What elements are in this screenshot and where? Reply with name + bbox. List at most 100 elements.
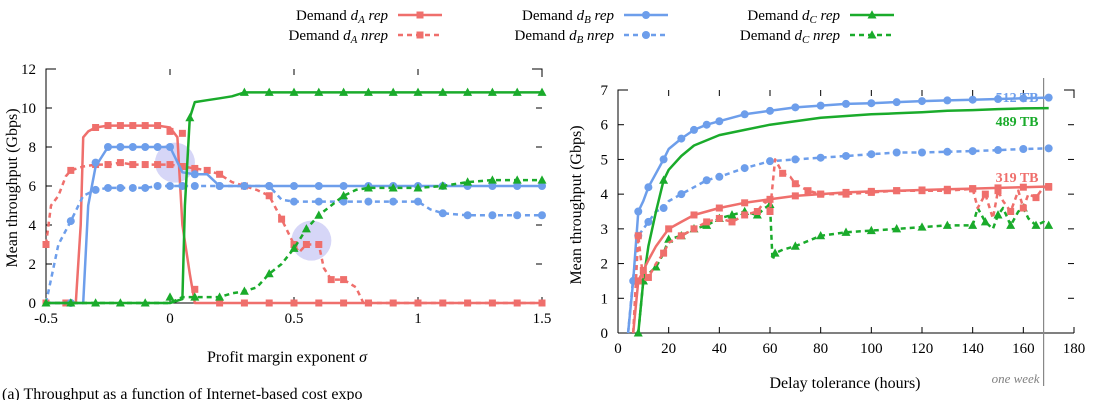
data-point	[388, 87, 398, 96]
data-point	[116, 183, 125, 192]
data-point	[178, 163, 186, 170]
data-point	[166, 127, 174, 135]
series-line-B-rep	[46, 145, 542, 305]
data-point	[153, 143, 162, 151]
data-point	[702, 176, 711, 185]
data-point	[314, 182, 323, 190]
y-axis-label-a: Mean throughput (Gbps)	[4, 108, 21, 267]
y-tick-label: 2	[29, 257, 37, 273]
data-point	[290, 182, 298, 190]
data-point	[842, 190, 850, 198]
data-point	[339, 182, 348, 190]
data-point	[690, 211, 698, 219]
legend-label-var: d	[794, 28, 802, 44]
series-group-b	[626, 93, 1054, 337]
data-point	[314, 87, 324, 96]
data-point	[289, 87, 299, 96]
legend-label-1: Demand dB rep	[522, 8, 615, 26]
data-point	[1045, 183, 1053, 191]
data-point	[190, 182, 199, 190]
legend-label-kind: nrep	[583, 28, 614, 44]
data-point	[488, 211, 497, 220]
x-tick-label: 60	[763, 341, 778, 357]
data-point	[240, 182, 249, 190]
data-point	[265, 299, 273, 307]
data-point	[703, 218, 711, 226]
series-line-A-rep	[631, 185, 1049, 334]
frame-corner-tr	[1064, 89, 1075, 98]
data-point	[918, 97, 926, 106]
data-point	[264, 268, 274, 278]
x-tick-label: 0	[166, 311, 174, 327]
data-point	[92, 124, 100, 131]
data-point	[677, 134, 686, 143]
x-tick-label: 1	[414, 311, 422, 327]
data-point	[1044, 144, 1053, 153]
data-point	[314, 197, 323, 206]
x-tick-label: 20	[661, 341, 676, 357]
legend-label-0: Demand dA rep	[296, 8, 389, 26]
data-point	[165, 292, 175, 301]
data-point	[141, 183, 150, 192]
x-axis-label-a-text: Profit margin exponent	[207, 349, 359, 366]
x-tick-label: 160	[1012, 341, 1035, 357]
data-point	[178, 129, 186, 137]
data-point	[488, 299, 496, 307]
data-point	[659, 175, 669, 184]
legend-label-kind: rep	[365, 8, 389, 24]
data-point	[487, 87, 497, 96]
data-point	[715, 117, 724, 126]
legend-label-sub: C	[809, 14, 817, 26]
series-B-rep	[46, 143, 546, 307]
data-point	[463, 87, 473, 96]
data-point	[968, 220, 978, 229]
data-point	[715, 214, 723, 222]
highlight-circle-1	[291, 220, 332, 261]
data-point	[315, 299, 323, 307]
data-point	[634, 277, 642, 285]
annotation-1: 489 TB	[996, 115, 1039, 130]
data-point	[1019, 145, 1028, 154]
y-tick-label: 10	[21, 101, 36, 117]
series-C-nrep	[46, 175, 547, 305]
series-line-B-nrep	[626, 147, 1049, 334]
data-point	[659, 155, 668, 164]
data-point	[842, 99, 850, 108]
data-point	[1032, 194, 1040, 202]
data-point	[153, 182, 162, 190]
data-point	[1006, 220, 1016, 229]
series-B-rep	[626, 93, 1053, 334]
legend: Demand dA rep Demand dB rep Demand dC repD…	[288, 8, 894, 46]
data-point	[438, 181, 448, 190]
y-tick-label: 4	[29, 218, 37, 234]
data-point	[116, 122, 124, 130]
data-point	[364, 197, 373, 206]
y-tick-label: 5	[601, 152, 609, 168]
data-point	[741, 211, 749, 219]
data-point	[660, 249, 668, 257]
axes-frame-b: 0 20 40 60 80 100 120 140 160 180 0 1 2 3 4 5 6 7 one week	[601, 78, 1085, 386]
data-point	[166, 161, 174, 169]
data-point	[993, 210, 1003, 219]
data-point	[918, 187, 926, 195]
data-point	[981, 190, 989, 198]
data-point	[129, 161, 137, 169]
frame-corner-tl	[617, 89, 628, 98]
data-point	[128, 183, 137, 192]
data-point	[154, 161, 162, 169]
data-point	[67, 166, 75, 174]
series-A-nrep	[631, 158, 1053, 334]
data-point	[91, 158, 100, 167]
data-point	[265, 182, 274, 190]
data-point	[463, 211, 472, 220]
data-point	[866, 225, 876, 235]
x-axis-label-b: Delay tolerance (hours)	[769, 375, 920, 392]
legend-label-kind: rep	[817, 8, 841, 24]
series-C-rep	[41, 87, 547, 307]
data-point	[766, 195, 774, 203]
y-tick-label: 12	[21, 62, 36, 78]
legend-label-var: d	[351, 8, 359, 24]
data-point	[766, 106, 774, 115]
data-point	[290, 299, 298, 307]
